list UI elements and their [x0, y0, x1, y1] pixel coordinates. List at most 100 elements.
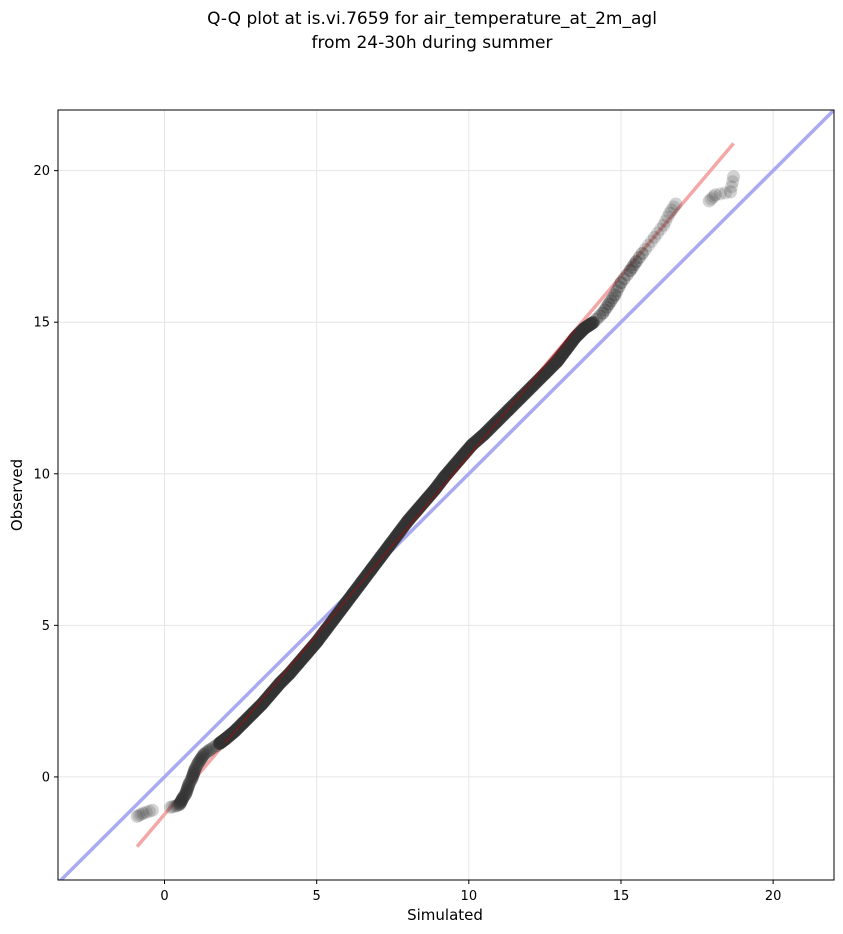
data-point	[704, 192, 718, 206]
data-point	[650, 226, 664, 240]
data-point	[203, 743, 217, 757]
data-point	[145, 803, 159, 817]
chart-title-line1: Q-Q plot at is.vi.7659 for air_temperatu…	[207, 9, 657, 29]
data-point	[586, 316, 600, 330]
data-point	[170, 799, 184, 813]
data-point	[142, 804, 156, 818]
data-point	[181, 781, 195, 795]
data-point	[635, 246, 649, 260]
x-tick-label: 15	[613, 889, 630, 904]
data-point	[184, 773, 198, 787]
data-point	[647, 230, 661, 244]
data-point	[189, 760, 203, 774]
x-tick-label: 0	[160, 889, 168, 904]
data-point	[638, 242, 652, 256]
data-point	[727, 170, 741, 184]
data-point	[602, 297, 616, 311]
data-point	[593, 309, 607, 323]
data-point	[188, 762, 202, 776]
y-tick-label: 15	[33, 316, 50, 331]
data-point	[173, 797, 187, 811]
data-point	[175, 793, 189, 807]
data-point	[724, 185, 738, 199]
data-point	[725, 180, 739, 194]
data-point	[164, 800, 178, 814]
data-point	[641, 238, 655, 252]
data-point	[669, 197, 683, 211]
y-tick-label: 5	[42, 619, 50, 634]
data-point	[134, 807, 148, 821]
data-point	[201, 744, 215, 758]
data-point	[136, 806, 150, 820]
data-point	[186, 767, 200, 781]
data-point	[191, 756, 205, 770]
data-point	[182, 778, 196, 792]
data-point	[187, 765, 201, 779]
data-point	[663, 206, 677, 220]
data-point	[199, 746, 213, 760]
ticks: 0 5 10 15 20 0 5 10 15 20	[33, 164, 781, 904]
data-point	[612, 280, 626, 294]
data-point	[197, 747, 211, 761]
data-point	[620, 268, 634, 282]
data-point	[183, 775, 197, 789]
data-point	[176, 791, 190, 805]
data-point	[708, 188, 722, 202]
data-point	[185, 771, 199, 785]
y-tick-label: 20	[33, 164, 50, 179]
y-tick-label: 10	[33, 467, 50, 482]
data-point	[179, 785, 193, 799]
data-point	[186, 768, 200, 782]
data-point	[629, 255, 643, 269]
data-point	[179, 787, 193, 801]
x-tick-label: 20	[765, 889, 782, 904]
data-point	[610, 284, 624, 298]
data-point	[659, 214, 673, 228]
identity-line	[58, 110, 834, 880]
data-point	[617, 272, 631, 286]
x-tick-label: 10	[461, 889, 478, 904]
y-axis-label: Observed	[8, 459, 26, 531]
data-point	[604, 294, 618, 308]
data-point	[175, 792, 189, 806]
data-point	[174, 794, 188, 808]
data-point	[608, 288, 622, 302]
data-point	[196, 749, 210, 763]
data-point	[190, 758, 204, 772]
data-point	[587, 315, 601, 329]
y-tick-label: 0	[42, 770, 50, 785]
grid	[58, 110, 834, 880]
data-point	[171, 798, 185, 812]
data-point	[180, 782, 194, 796]
data-point	[623, 264, 637, 278]
data-point	[713, 187, 727, 201]
data-point	[625, 261, 639, 275]
data-point	[174, 795, 188, 809]
plot-data	[58, 110, 834, 880]
data-point	[614, 276, 628, 290]
data-point	[194, 752, 208, 766]
data-point	[596, 306, 610, 320]
data-point	[726, 175, 740, 189]
fit-line-overlay	[224, 329, 577, 744]
data-point	[172, 798, 186, 812]
data-point	[187, 764, 201, 778]
x-tick-label: 5	[313, 889, 321, 904]
data-point	[173, 796, 187, 810]
data-point	[185, 770, 199, 784]
data-point	[132, 808, 146, 822]
data-point	[130, 809, 144, 823]
data-point	[177, 790, 191, 804]
data-point	[193, 753, 207, 767]
data-point	[665, 203, 679, 217]
data-point	[178, 788, 192, 802]
data-point	[195, 750, 209, 764]
data-point	[180, 784, 194, 798]
data-point	[166, 800, 180, 814]
data-point	[181, 779, 195, 793]
data-point	[600, 300, 614, 314]
data-point	[632, 251, 646, 265]
data-point	[598, 303, 612, 317]
data-point	[702, 194, 716, 208]
